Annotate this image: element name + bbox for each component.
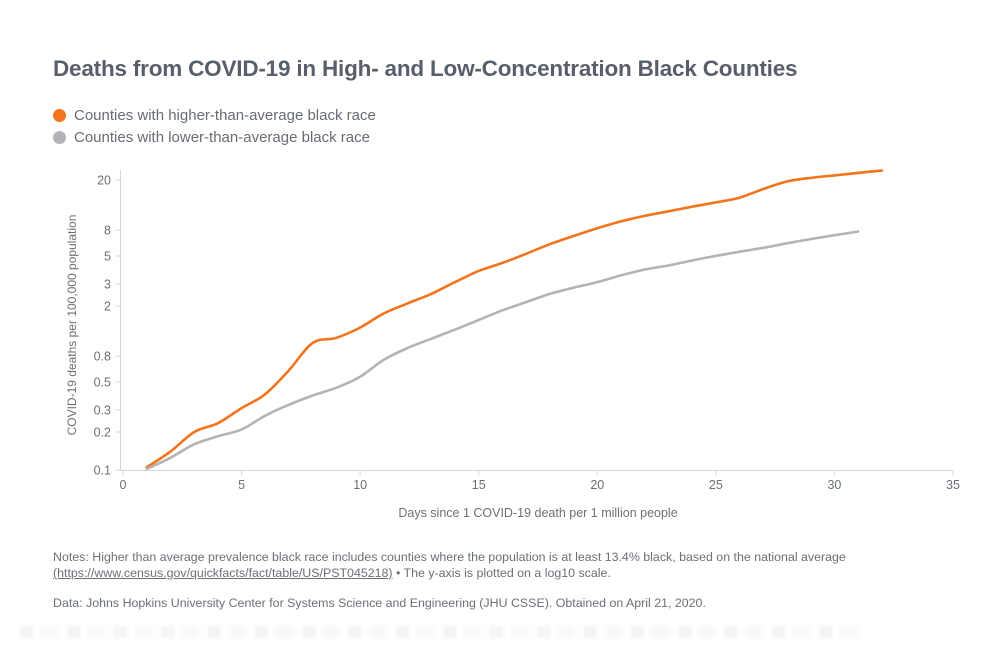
x-tick-label: 15 xyxy=(472,478,486,492)
y-tick-label: 0.8 xyxy=(94,350,111,364)
legend: Counties with higher-than-average black … xyxy=(53,104,376,148)
y-tick-label: 0.1 xyxy=(94,464,111,478)
y-tick-label: 2 xyxy=(104,300,111,314)
legend-dot-higher-icon xyxy=(53,108,66,122)
legend-item-higher: Counties with higher-than-average black … xyxy=(53,104,376,126)
series-line-higher xyxy=(145,169,884,469)
x-tick-label: 10 xyxy=(353,478,367,492)
x-axis-title: Days since 1 COVID-19 death per 1 millio… xyxy=(398,506,677,520)
y-tick-label: 5 xyxy=(104,249,111,263)
legend-item-lower: Counties with lower-than-average black r… xyxy=(53,126,376,148)
line-chart: 0 5 10 15 20 25 30 35 20 8 5 3 2 0.8 0.5 0.3 0.2 0.1 Days … xyxy=(65,169,960,520)
y-tick-label: 0.5 xyxy=(94,375,111,389)
x-tick-label: 35 xyxy=(946,478,960,492)
data-source: Data: Johns Hopkins University Center fo… xyxy=(53,596,706,610)
x-tick-label: 20 xyxy=(590,478,604,492)
legend-dot-lower-icon xyxy=(53,130,66,144)
census-link[interactable]: (https://www.census.gov/quickfacts/fact/… xyxy=(53,566,393,580)
y-tick-label: 20 xyxy=(97,174,111,188)
x-tick-label: 30 xyxy=(827,478,841,492)
legend-label-lower: Counties with lower-than-average black r… xyxy=(74,128,370,146)
notes-line2-suffix: • The y-axis is plotted on a log10 scale… xyxy=(392,566,611,580)
y-tick-label: 3 xyxy=(104,277,111,291)
legend-label-higher: Counties with higher-than-average black … xyxy=(74,106,376,124)
x-tick-label: 0 xyxy=(120,478,127,492)
y-tick-label: 0.2 xyxy=(94,426,111,440)
notes-line1: Notes: Higher than average prevalence bl… xyxy=(53,550,846,564)
y-tick-label: 0.3 xyxy=(94,403,111,417)
faded-text-strip xyxy=(20,626,858,638)
x-tick-label: 25 xyxy=(709,478,723,492)
y-tick-label: 8 xyxy=(104,224,111,238)
page-title: Deaths from COVID-19 in High- and Low-Co… xyxy=(53,56,798,81)
notes: Notes: Higher than average prevalence bl… xyxy=(53,549,913,581)
x-tick-label: 5 xyxy=(238,478,245,492)
series-line-lower xyxy=(145,230,860,471)
y-axis-title: COVID-19 deaths per 100,000 population xyxy=(65,215,79,436)
